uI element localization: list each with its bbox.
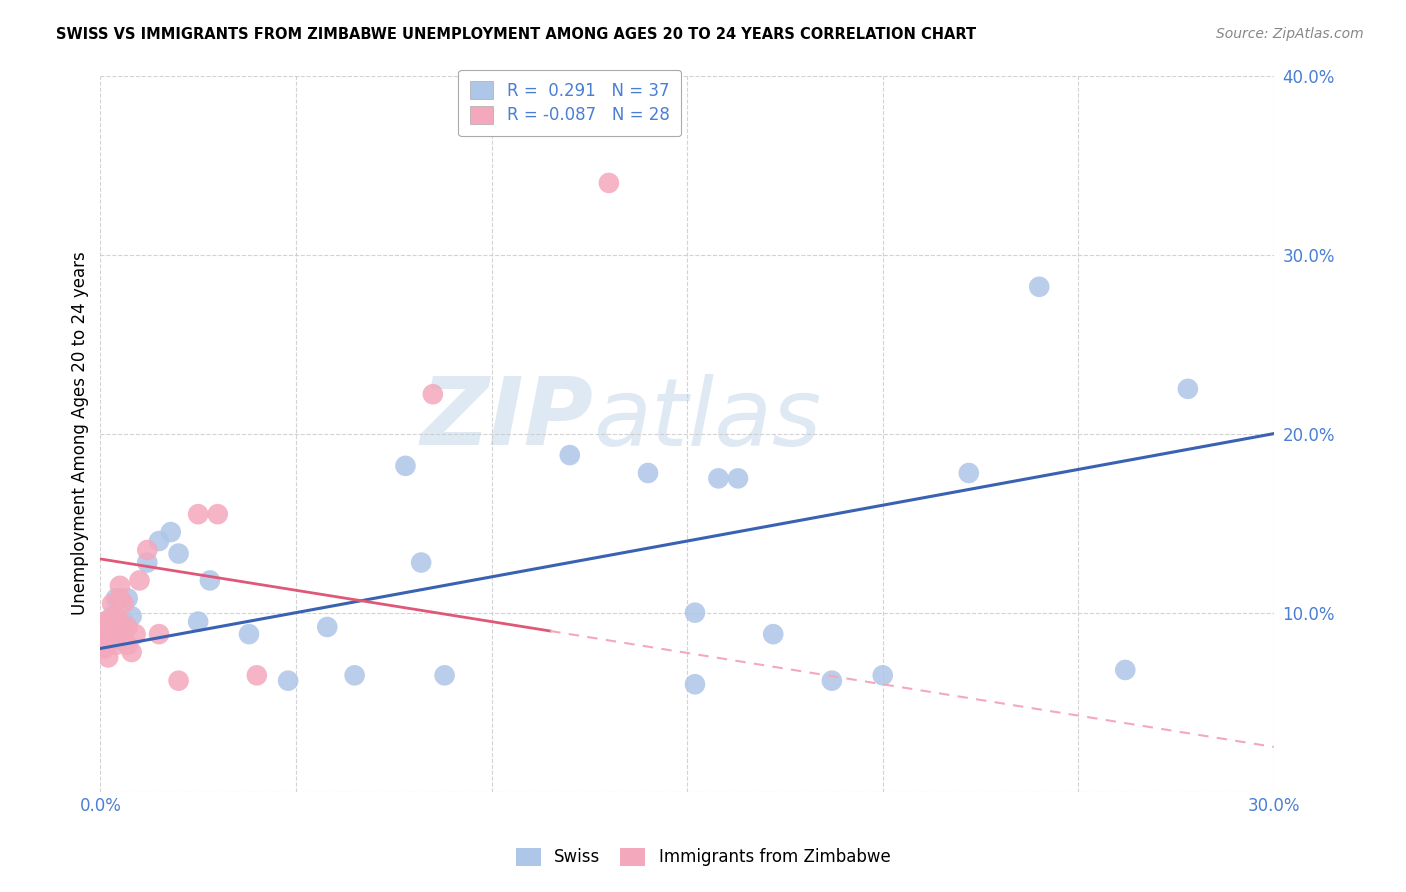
Point — [148, 627, 170, 641]
Point — [198, 574, 221, 588]
Point — [159, 525, 181, 540]
Point — [105, 609, 128, 624]
Point — [167, 673, 190, 688]
Point — [167, 547, 190, 561]
Point — [105, 632, 128, 647]
Point — [637, 466, 659, 480]
Text: ZIP: ZIP — [420, 373, 593, 466]
Point — [97, 620, 120, 634]
Point — [598, 176, 620, 190]
Point — [93, 615, 115, 629]
Point — [394, 458, 416, 473]
Point — [727, 471, 749, 485]
Point — [558, 448, 581, 462]
Point — [117, 620, 139, 634]
Point — [93, 627, 115, 641]
Text: Source: ZipAtlas.com: Source: ZipAtlas.com — [1216, 27, 1364, 41]
Point — [121, 645, 143, 659]
Point — [187, 615, 209, 629]
Point — [683, 606, 706, 620]
Text: SWISS VS IMMIGRANTS FROM ZIMBABWE UNEMPLOYMENT AMONG AGES 20 TO 24 YEARS CORRELA: SWISS VS IMMIGRANTS FROM ZIMBABWE UNEMPL… — [56, 27, 976, 42]
Point — [108, 591, 131, 606]
Point — [97, 615, 120, 629]
Legend: R =  0.291   N = 37, R = -0.087   N = 28: R = 0.291 N = 37, R = -0.087 N = 28 — [458, 70, 682, 136]
Point — [957, 466, 980, 480]
Point — [343, 668, 366, 682]
Point — [117, 591, 139, 606]
Point — [93, 641, 115, 656]
Point — [108, 615, 131, 629]
Point — [422, 387, 444, 401]
Point — [93, 627, 115, 641]
Text: atlas: atlas — [593, 374, 821, 465]
Point — [136, 556, 159, 570]
Point — [101, 620, 124, 634]
Point — [1177, 382, 1199, 396]
Point — [821, 673, 844, 688]
Point — [433, 668, 456, 682]
Point — [97, 632, 120, 647]
Point — [707, 471, 730, 485]
Point — [207, 507, 229, 521]
Point — [121, 609, 143, 624]
Legend: Swiss, Immigrants from Zimbabwe: Swiss, Immigrants from Zimbabwe — [508, 839, 898, 875]
Point — [112, 624, 135, 638]
Point — [105, 638, 128, 652]
Point — [1028, 280, 1050, 294]
Point — [128, 574, 150, 588]
Point — [108, 620, 131, 634]
Point — [105, 591, 128, 606]
Point — [112, 615, 135, 629]
Point — [316, 620, 339, 634]
Point — [117, 638, 139, 652]
Point — [148, 534, 170, 549]
Point — [108, 579, 131, 593]
Point — [112, 597, 135, 611]
Point — [124, 627, 146, 641]
Point — [97, 650, 120, 665]
Point — [108, 591, 131, 606]
Point — [411, 556, 433, 570]
Point — [277, 673, 299, 688]
Point — [101, 597, 124, 611]
Point — [101, 609, 124, 624]
Point — [136, 543, 159, 558]
Point — [246, 668, 269, 682]
Point — [872, 668, 894, 682]
Point — [238, 627, 260, 641]
Point — [683, 677, 706, 691]
Point — [187, 507, 209, 521]
Point — [762, 627, 785, 641]
Point — [1114, 663, 1136, 677]
Y-axis label: Unemployment Among Ages 20 to 24 years: Unemployment Among Ages 20 to 24 years — [72, 252, 89, 615]
